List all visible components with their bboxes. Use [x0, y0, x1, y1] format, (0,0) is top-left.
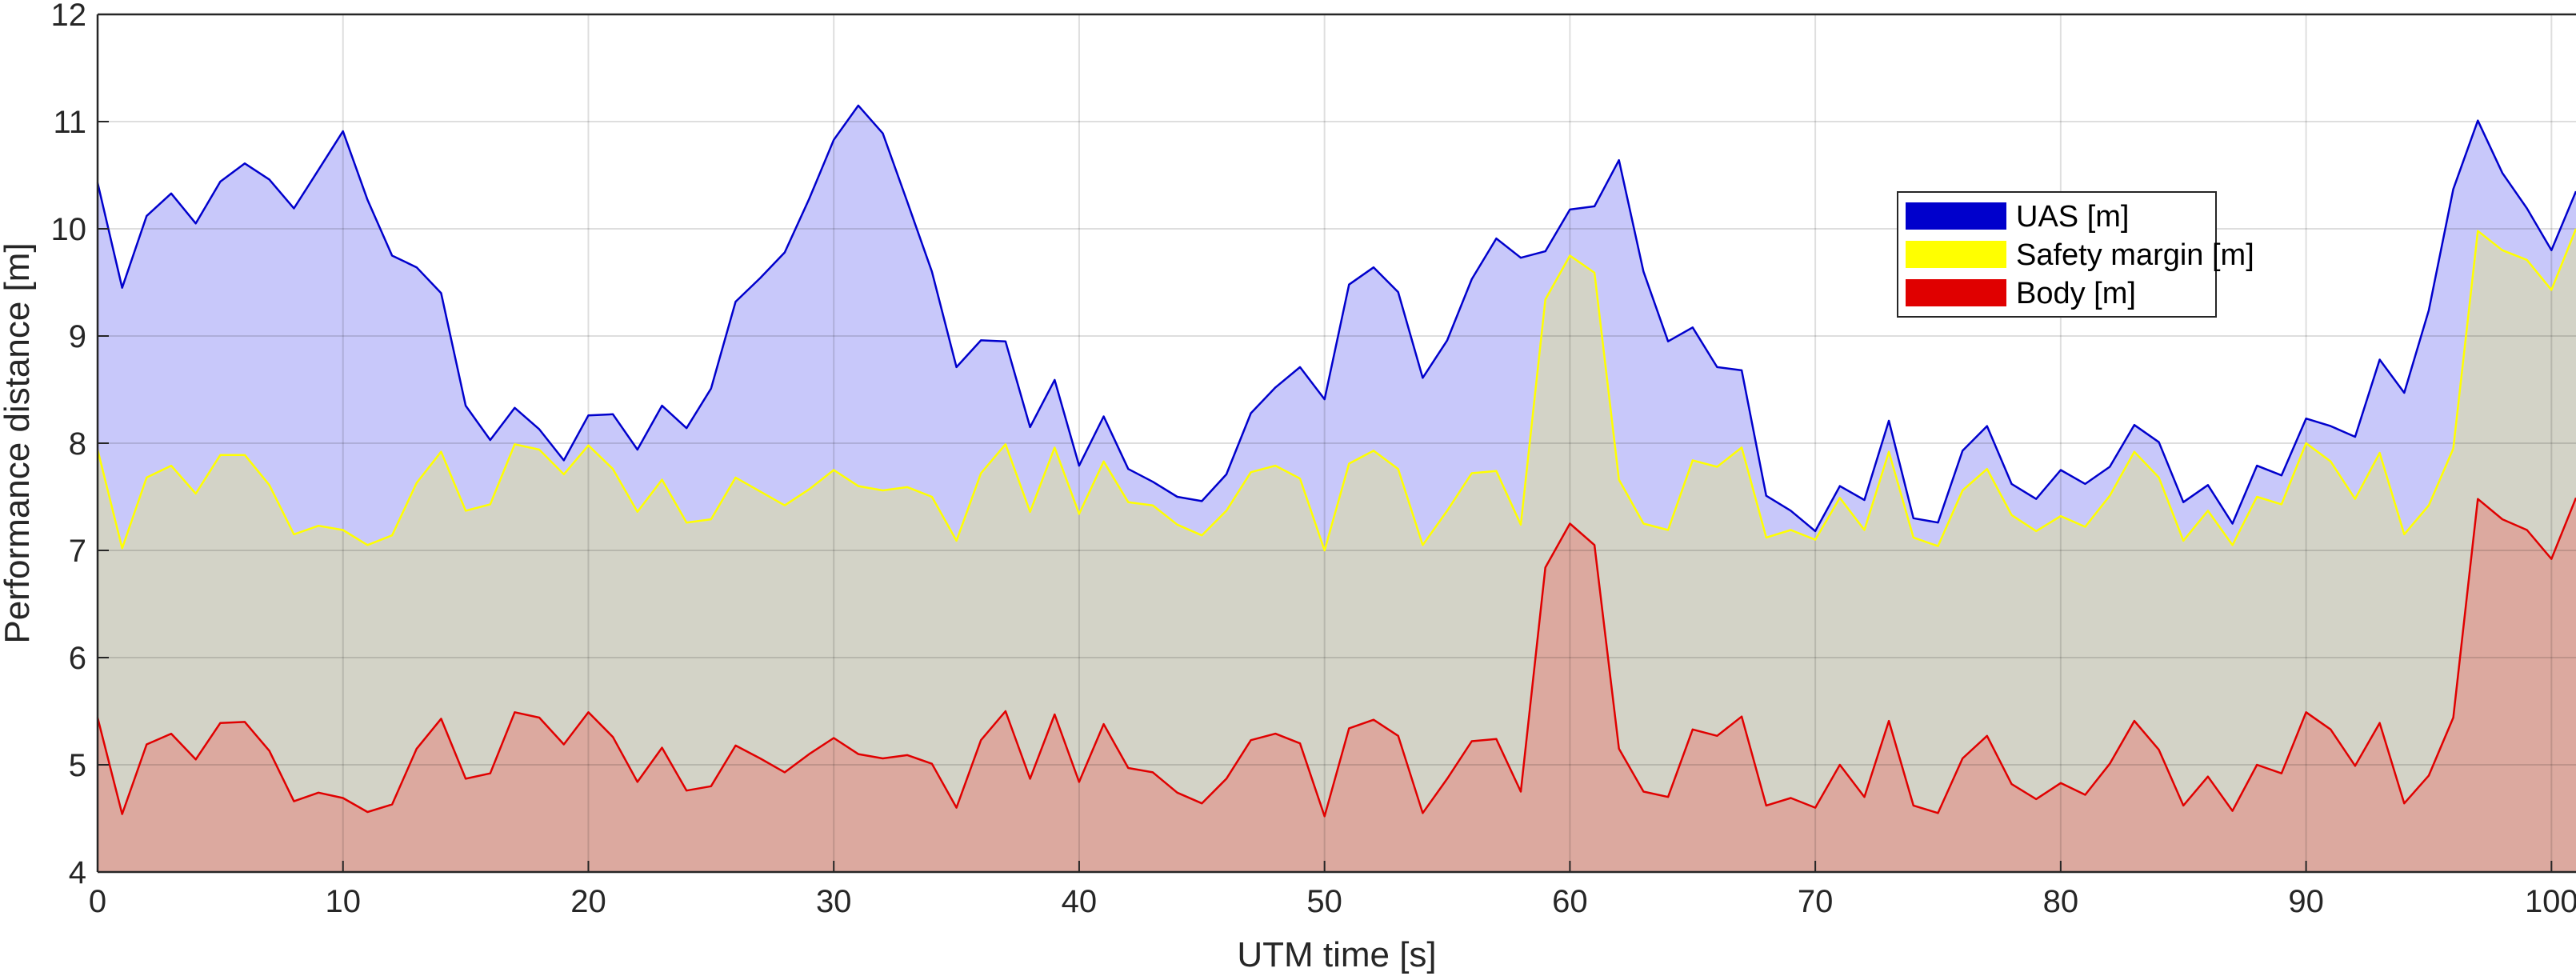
legend-swatch-1	[1906, 241, 2006, 268]
series-fills	[98, 105, 2576, 872]
x-tick-label: 50	[1306, 884, 1342, 919]
legend-label-2: Body [m]	[2016, 277, 2136, 310]
series-line-2	[96, 497, 2576, 818]
y-tick-label: 8	[69, 426, 86, 462]
legend-label-1: Safety margin [m]	[2016, 238, 2254, 272]
x-tick-label: 20	[570, 884, 606, 919]
y-tick-label: 4	[69, 855, 86, 890]
x-tick-label: 70	[1798, 884, 1834, 919]
legend: UAS [m] Safety margin [m] Body [m]	[1897, 191, 2254, 318]
series-area-2	[98, 498, 2576, 872]
y-tick-label: 11	[53, 105, 86, 140]
y-tick-label: 9	[69, 319, 86, 354]
x-tick-label: 10	[325, 884, 361, 919]
legend-label-0: UAS [m]	[2016, 200, 2129, 234]
series-line-0	[96, 104, 2576, 533]
y-tick-label: 7	[69, 534, 86, 569]
x-tick-label: 90	[2288, 884, 2324, 919]
y-axis-title: Performance distance [m]	[0, 242, 37, 643]
x-axis-title: UTM time [s]	[1237, 935, 1436, 974]
y-tick-label: 12	[51, 0, 87, 33]
x-tick-label: 100	[2525, 884, 2576, 919]
series-lines	[96, 104, 2576, 818]
grid-lines	[97, 14, 2576, 873]
legend-swatch-2	[1906, 279, 2006, 306]
series-area-1	[98, 229, 2576, 872]
y-tick-labels: 4 5 6 7 8 9 10 11 12	[51, 0, 87, 890]
axes	[96, 13, 2576, 874]
x-tick-label: 0	[89, 884, 106, 919]
y-tick-label: 6	[69, 641, 86, 676]
y-tick-label: 5	[69, 748, 86, 783]
y-tick-label: 10	[51, 212, 87, 247]
x-tick-label: 80	[2043, 884, 2079, 919]
legend-swatch-0	[1906, 202, 2006, 230]
x-tick-label: 40	[1062, 884, 1098, 919]
series-line-1	[96, 228, 2576, 552]
x-tick-label: 60	[1552, 884, 1588, 919]
x-tick-label: 30	[816, 884, 852, 919]
x-tick-labels: 0 10 20 30 40 50 60 70 80 90 100	[89, 884, 2576, 919]
